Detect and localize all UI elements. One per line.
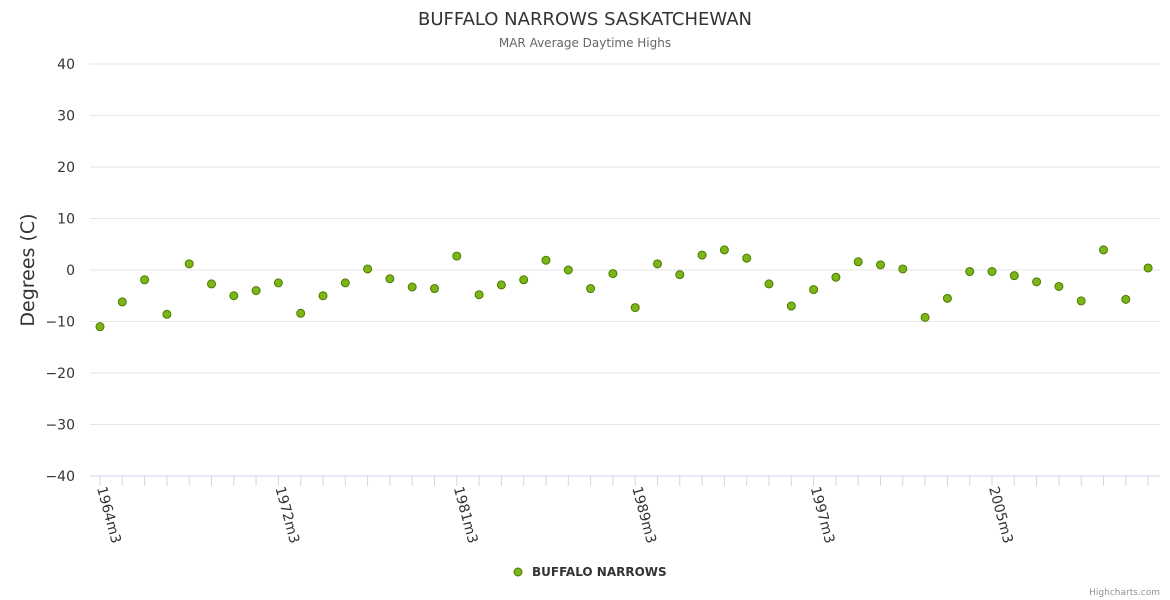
data-point[interactable]	[162, 309, 172, 319]
data-point[interactable]	[920, 312, 930, 322]
legend-marker[interactable]	[513, 567, 523, 577]
data-point[interactable]	[407, 282, 417, 292]
data-point[interactable]	[853, 257, 863, 267]
y-tick-label: −20	[45, 366, 75, 382]
y-tick-label: 40	[57, 57, 75, 73]
data-point[interactable]	[363, 264, 373, 274]
data-point[interactable]	[496, 280, 506, 290]
data-point[interactable]	[1076, 296, 1086, 306]
data-point[interactable]	[898, 264, 908, 274]
y-axis-title: Degrees (C)	[17, 213, 39, 326]
data-point[interactable]	[273, 278, 283, 288]
data-point[interactable]	[117, 297, 127, 307]
data-point[interactable]	[653, 259, 662, 269]
y-tick-label: 10	[57, 212, 75, 228]
y-tick-label: −10	[45, 315, 75, 331]
credits-link[interactable]: Highcharts.com	[1089, 588, 1160, 598]
legend[interactable]: BUFFALO NARROWS	[513, 565, 667, 579]
data-point[interactable]	[541, 255, 551, 265]
data-point[interactable]	[630, 303, 640, 313]
data-point[interactable]	[1032, 277, 1042, 287]
data-point[interactable]	[586, 284, 596, 294]
y-tick-label: 20	[57, 160, 75, 176]
data-point[interactable]	[251, 286, 261, 296]
chart-subtitle: MAR Average Daytime Highs	[499, 36, 671, 50]
y-tick-label: 0	[66, 263, 75, 279]
data-point[interactable]	[764, 279, 774, 289]
data-point[interactable]	[1009, 271, 1019, 281]
data-point[interactable]	[987, 267, 997, 277]
data-point[interactable]	[519, 275, 529, 285]
data-point[interactable]	[965, 267, 975, 277]
data-point[interactable]	[1054, 281, 1064, 291]
data-point[interactable]	[786, 301, 796, 311]
chart-title: BUFFALO NARROWS SASKATCHEWAN	[418, 9, 752, 30]
data-point[interactable]	[742, 253, 752, 263]
data-point[interactable]	[697, 250, 707, 260]
data-point[interactable]	[452, 251, 462, 261]
data-point[interactable]	[184, 259, 194, 269]
data-point[interactable]	[340, 278, 350, 288]
data-point[interactable]	[675, 270, 685, 280]
data-point[interactable]	[876, 260, 885, 270]
data-point[interactable]	[563, 265, 573, 275]
data-point[interactable]	[430, 284, 439, 294]
data-point[interactable]	[608, 269, 618, 279]
data-point[interactable]	[1143, 263, 1153, 273]
data-point[interactable]	[719, 245, 729, 255]
data-point[interactable]	[474, 290, 484, 300]
y-tick-label: 30	[57, 109, 75, 125]
data-point[interactable]	[318, 291, 328, 301]
data-point[interactable]	[809, 285, 819, 295]
data-point[interactable]	[140, 275, 150, 285]
data-point[interactable]	[95, 322, 105, 332]
legend-item-buffalo-narrows[interactable]: BUFFALO NARROWS	[532, 565, 667, 579]
data-point[interactable]	[1099, 245, 1108, 255]
data-point[interactable]	[942, 293, 952, 303]
y-axis: 40 30 20 10 0 −10 −20 −30 −40	[45, 57, 75, 485]
data-point[interactable]	[296, 308, 306, 318]
y-tick-label: −30	[45, 418, 75, 434]
data-point[interactable]	[1121, 294, 1131, 304]
data-point[interactable]	[831, 272, 841, 282]
data-point[interactable]	[229, 291, 239, 301]
y-tick-label: −40	[45, 469, 75, 485]
data-point[interactable]	[385, 274, 395, 284]
series-buffalo-narrows	[95, 245, 1153, 332]
data-point[interactable]	[207, 279, 216, 289]
